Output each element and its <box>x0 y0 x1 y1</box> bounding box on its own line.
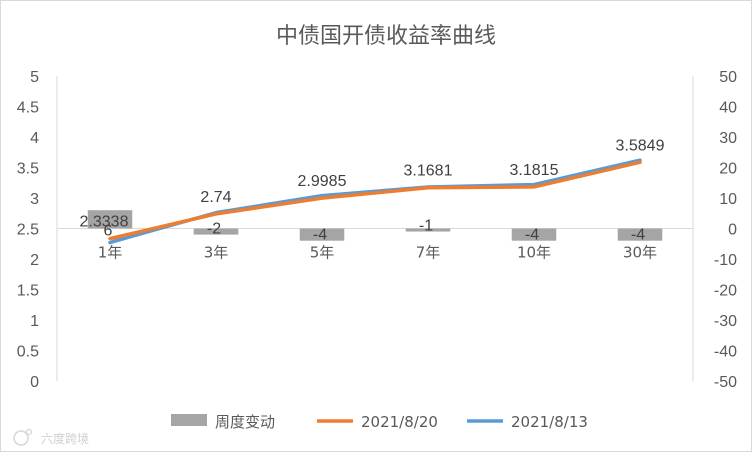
right-axis-tick-label: -10 <box>714 252 737 269</box>
category-label: 1年 <box>98 244 123 262</box>
legend-label: 2021/8/13 <box>511 413 588 431</box>
legend-label: 2021/8/20 <box>361 413 438 431</box>
yield-data-label: 2.3338 <box>80 214 129 231</box>
yield-lines <box>108 158 642 245</box>
left-axis-tick-label: 4.5 <box>17 100 39 117</box>
right-axis-tick-label: 0 <box>728 222 737 239</box>
right-axis-tick-label: 10 <box>719 191 737 208</box>
left-axis-tick-label: 0 <box>30 374 39 391</box>
right-axis-tick-label: -30 <box>714 313 737 330</box>
yield-data-label: 2.74 <box>200 189 231 206</box>
left-axis-tick-label: 1.5 <box>17 283 39 300</box>
yield-data-label: 2.9985 <box>298 173 347 190</box>
category-label: 10年 <box>517 244 551 262</box>
yield-data-label: 3.5849 <box>616 137 665 154</box>
weekly-change-bar <box>87 210 133 229</box>
weekly-change-data-label: -4 <box>313 227 327 244</box>
yield-data-label: 3.1815 <box>510 162 559 179</box>
legend: 周度变动 2021/8/20 2021/8/13 <box>13 413 588 446</box>
left-axis-tick-label: 2 <box>30 252 39 269</box>
chart-title: 中债国开债收益率曲线 <box>276 24 496 49</box>
category-label: 3年 <box>204 244 229 262</box>
legend-label: 周度变动 <box>215 413 275 431</box>
watermark-logo-icon <box>13 428 33 446</box>
weekly-change-bar <box>405 228 451 232</box>
right-axis-ticks: -50 -40 -30 -20 -10 0 10 20 30 40 50 <box>714 69 737 391</box>
series-line-2021-8-13 <box>108 158 642 245</box>
weekly-change-data-label: -4 <box>525 227 539 244</box>
right-axis-tick-label: -20 <box>714 283 737 300</box>
data-labels: 2.3338 2.74 2.9985 3.1681 3.1815 3.5849 6 -2 -4 -… <box>80 137 665 243</box>
series-line-2021-8-20 <box>108 160 642 241</box>
right-axis-tick-label: 50 <box>719 69 737 86</box>
watermark-logo-ring <box>13 430 29 446</box>
legend-swatch-bar <box>171 414 207 426</box>
left-axis-tick-label: 3.5 <box>17 161 39 178</box>
weekly-change-bar <box>299 228 345 241</box>
weekly-change-data-label: -4 <box>631 227 645 244</box>
left-axis-tick-label: 2.5 <box>17 222 39 239</box>
weekly-change-bar <box>617 228 663 241</box>
left-axis-tick-label: 0.5 <box>17 344 39 361</box>
right-axis-tick-label: -50 <box>714 374 737 391</box>
category-label: 5年 <box>310 244 335 262</box>
right-axis-tick-label: -40 <box>714 344 737 361</box>
right-axis-tick-label: 40 <box>719 100 737 117</box>
weekly-change-data-label: 6 <box>104 223 113 240</box>
category-label: 30年 <box>623 244 657 262</box>
weekly-change-bar <box>193 228 239 235</box>
right-axis-tick-label: 30 <box>719 130 737 147</box>
category-label: 7年 <box>416 244 441 262</box>
right-axis-tick-label: 20 <box>719 161 737 178</box>
yield-data-label: 3.1681 <box>404 163 453 180</box>
left-axis-tick-label: 3 <box>30 191 39 208</box>
watermark-logo-dot <box>25 428 33 436</box>
weekly-change-data-label: -2 <box>207 221 221 238</box>
left-axis-tick-label: 5 <box>30 69 39 86</box>
weekly-change-data-label: -1 <box>419 218 433 235</box>
weekly-change-bar <box>511 228 557 241</box>
watermark-text: 六度跨境 <box>41 431 89 446</box>
left-axis-ticks: 0 0.5 1 1.5 2 2.5 3 3.5 4 4.5 5 <box>17 69 39 391</box>
left-axis-tick-label: 1 <box>30 313 39 330</box>
category-labels: 1年 3年 5年 7年 10年 30年 <box>98 244 657 262</box>
weekly-change-bars <box>87 210 663 241</box>
left-axis-tick-label: 4 <box>30 130 39 147</box>
